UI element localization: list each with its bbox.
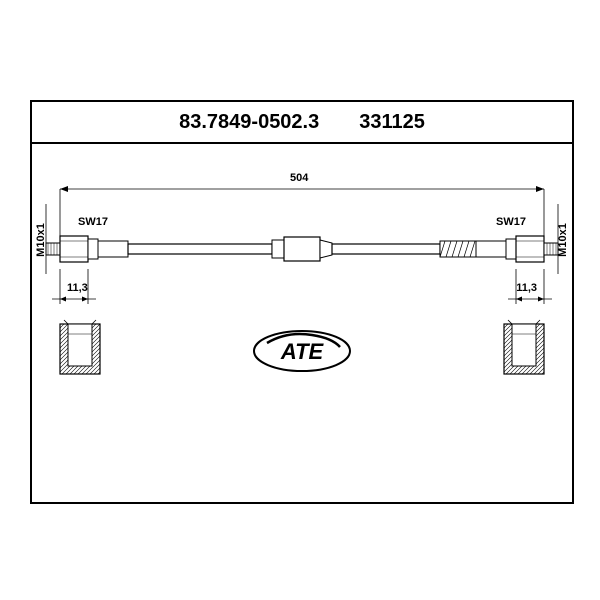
brand-logo: ATE <box>254 331 350 371</box>
part-number: 83.7849-0502.3 <box>179 111 319 134</box>
ref-number: 331125 <box>359 111 425 134</box>
drawing-area: M10x1 M10x1 504 SW17 SW17 11,3 11,3 <box>32 144 572 502</box>
right-fitting <box>476 236 558 262</box>
technical-drawing: ATE <box>32 144 572 502</box>
center-fitting <box>272 237 332 261</box>
section-right <box>504 320 544 374</box>
drawing-frame: 83.7849-0502.3 331125 M10x1 M10x1 504 SW… <box>30 100 574 504</box>
svg-text:ATE: ATE <box>280 339 325 364</box>
left-fitting <box>46 236 128 262</box>
header-bar: 83.7849-0502.3 331125 <box>32 102 572 144</box>
section-left <box>60 320 100 374</box>
